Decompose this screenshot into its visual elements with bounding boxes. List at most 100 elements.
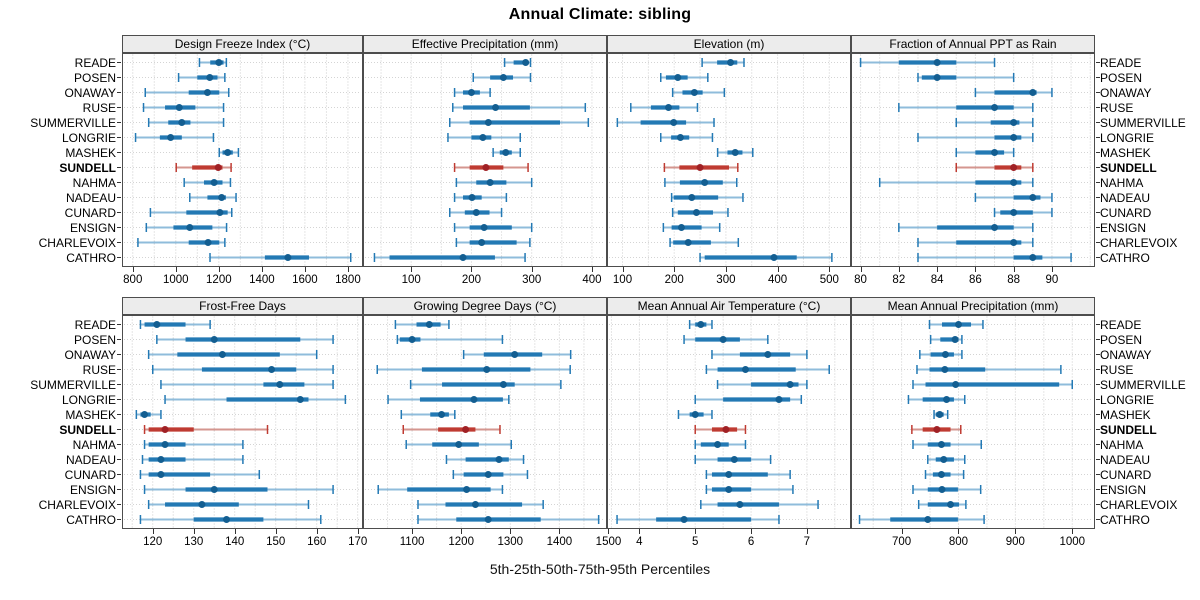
x-tick-label: 1300 xyxy=(497,536,524,548)
interval-longrie xyxy=(660,133,714,142)
interval-nadeau xyxy=(189,193,237,202)
y-tick xyxy=(1096,92,1100,93)
y-tick xyxy=(117,504,121,505)
figure-title: Annual Climate: sibling xyxy=(508,6,692,23)
panel-frost-free-days xyxy=(122,315,363,529)
x-tick-label: 100 xyxy=(612,274,633,286)
interval-ensign xyxy=(912,485,982,494)
interval-mashek xyxy=(716,148,754,157)
interval-nahma xyxy=(878,178,1034,187)
site-label-summerville: SUMMERVILLE xyxy=(30,116,116,130)
x-tick-label: 140 xyxy=(225,536,245,548)
interval-ensign xyxy=(662,223,721,232)
site-label-cathro: CATHRO xyxy=(66,251,116,265)
interval-ruse xyxy=(142,103,225,112)
interval-mashek xyxy=(677,410,713,419)
interval-posen xyxy=(396,335,504,344)
site-label-ensign-right: ENSIGN xyxy=(1100,483,1147,497)
interval-nadeau xyxy=(670,193,744,202)
interval-ruse xyxy=(916,365,1062,374)
interval-ruse xyxy=(452,103,587,112)
x-tick-label: 6 xyxy=(747,536,755,548)
y-tick xyxy=(117,354,121,355)
x-tick-label: 900 xyxy=(1005,536,1025,548)
site-label-ruse-right: RUSE xyxy=(1100,101,1134,115)
interval-onaway xyxy=(711,350,808,359)
site-label-onaway: ONAWAY xyxy=(64,348,116,362)
interval-longrie xyxy=(694,395,803,404)
x-tick-label: 800 xyxy=(948,536,969,548)
y-tick xyxy=(117,429,121,430)
y-tick xyxy=(117,137,121,138)
y-tick xyxy=(1096,474,1100,475)
interval-cunard xyxy=(449,208,503,217)
site-label-nadeau-right: NADEAU xyxy=(1100,453,1151,467)
site-label-sundell: SUNDELL xyxy=(59,161,116,175)
interval-longrie xyxy=(447,133,521,142)
interval-charlevoix xyxy=(917,500,967,509)
site-label-nahma-right: NAHMA xyxy=(1100,438,1144,452)
x-tick xyxy=(695,529,697,534)
x-tick xyxy=(937,267,939,272)
interval-ensign xyxy=(145,223,228,232)
interval-reade xyxy=(928,320,984,329)
x-tick xyxy=(898,267,900,272)
x-tick xyxy=(806,529,808,534)
y-tick xyxy=(117,257,121,258)
site-label-onaway-right: ONAWAY xyxy=(1100,86,1152,100)
y-tick xyxy=(1096,167,1100,168)
x-tick xyxy=(234,529,236,534)
interval-ruse xyxy=(376,365,571,374)
site-label-reade-right: READE xyxy=(1100,56,1142,70)
interval-nadeau xyxy=(694,455,772,464)
y-tick xyxy=(1096,504,1100,505)
interval-posen xyxy=(929,335,963,344)
site-label-summerville-right: SUMMERVILLE xyxy=(1100,378,1186,392)
site-label-mashek: MASHEK xyxy=(65,408,116,422)
site-label-ruse: RUSE xyxy=(82,101,116,115)
interval-mashek xyxy=(933,410,949,419)
interval-onaway xyxy=(974,88,1053,97)
site-label-posen: POSEN xyxy=(73,71,116,85)
y-tick xyxy=(117,62,121,63)
x-tick-label: 400 xyxy=(582,274,602,286)
interval-summerville xyxy=(716,380,808,389)
interval-charlevoix xyxy=(137,238,226,247)
x-tick-label: 80 xyxy=(854,274,867,286)
panel-header-growing-degree-days-c: Growing Degree Days (°C) xyxy=(363,297,607,315)
interval-reade xyxy=(688,320,713,329)
x-tick-label: 800 xyxy=(123,274,143,286)
x-tick xyxy=(132,267,134,272)
site-label-mashek-right: MASHEK xyxy=(1100,408,1151,422)
interval-nadeau xyxy=(453,193,508,202)
x-tick xyxy=(461,529,463,534)
interval-cathro xyxy=(699,253,833,262)
y-tick xyxy=(1096,384,1100,385)
panel-title: Mean Annual Air Temperature (°C) xyxy=(637,299,821,313)
interval-summerville xyxy=(147,118,225,127)
x-tick xyxy=(275,529,277,534)
panel-header-fraction-of-annual-ppt-as-rain: Fraction of Annual PPT as Rain xyxy=(851,35,1095,53)
site-label-onaway: ONAWAY xyxy=(64,86,116,100)
panel-header-design-freeze-index-c: Design Freeze Index (°C) xyxy=(122,35,363,53)
y-tick xyxy=(117,212,121,213)
interval-nadeau xyxy=(974,193,1053,202)
interval-reade xyxy=(198,58,228,67)
interval-onaway xyxy=(147,350,318,359)
site-label-summerville-right: SUMMERVILLE xyxy=(1100,116,1186,130)
x-tick-label: 200 xyxy=(664,274,684,286)
interval-cathro xyxy=(139,515,322,524)
x-tick xyxy=(471,267,473,272)
y-tick xyxy=(117,399,121,400)
interval-cunard xyxy=(139,470,261,479)
interval-longrie xyxy=(134,133,215,142)
interval-cathro xyxy=(858,515,985,524)
y-tick xyxy=(117,459,121,460)
interval-charlevoix xyxy=(455,238,531,247)
site-label-charlevoix-right: CHARLEVOIX xyxy=(1100,498,1178,512)
x-tick xyxy=(1072,529,1074,534)
x-tick xyxy=(261,267,263,272)
interval-ruse xyxy=(705,365,830,374)
y-tick xyxy=(117,182,121,183)
